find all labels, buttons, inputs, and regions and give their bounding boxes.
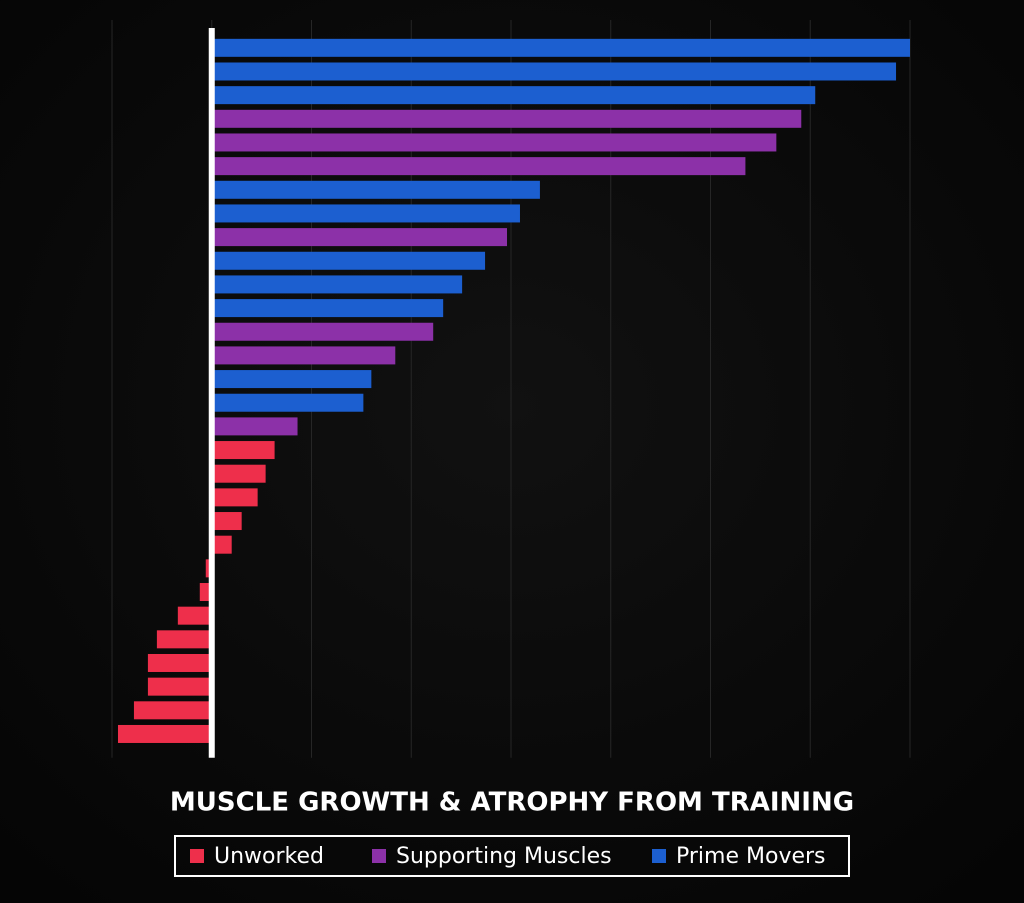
bar bbox=[147, 653, 212, 672]
bar bbox=[211, 180, 540, 199]
bar bbox=[199, 583, 212, 602]
bar bbox=[211, 370, 372, 389]
bar bbox=[211, 488, 258, 507]
bar bbox=[211, 38, 910, 57]
bar bbox=[211, 275, 463, 294]
bar bbox=[211, 228, 508, 247]
legend-label: Unworked bbox=[214, 844, 324, 869]
bar bbox=[211, 512, 242, 531]
legend-label: Supporting Muscles bbox=[396, 844, 612, 869]
bar bbox=[211, 417, 298, 436]
legend-swatch bbox=[372, 849, 386, 863]
bar bbox=[211, 441, 275, 460]
bar bbox=[211, 86, 816, 105]
bars bbox=[117, 38, 910, 743]
legend-box bbox=[174, 835, 850, 877]
bar bbox=[211, 393, 364, 412]
bar bbox=[211, 464, 266, 483]
bar bbox=[211, 322, 434, 341]
bar bbox=[211, 204, 520, 223]
bar bbox=[211, 62, 897, 81]
bar bbox=[147, 677, 212, 696]
bar bbox=[211, 133, 777, 152]
legend-label: Prime Movers bbox=[676, 844, 826, 869]
bar bbox=[133, 701, 212, 720]
legend: Unworked Supporting Muscles Prime Movers bbox=[190, 844, 826, 869]
chart-title: MUSCLE GROWTH & ATROPHY FROM TRAINING bbox=[170, 788, 854, 818]
bar bbox=[211, 109, 802, 128]
bar bbox=[211, 535, 232, 554]
bar bbox=[211, 299, 444, 318]
bar bbox=[211, 251, 486, 270]
bar bbox=[211, 157, 746, 176]
bar bbox=[211, 346, 396, 365]
bar bbox=[177, 606, 212, 625]
legend-swatch bbox=[652, 849, 666, 863]
legend-swatch bbox=[190, 849, 204, 863]
bar bbox=[117, 724, 212, 743]
bar bbox=[156, 630, 212, 649]
